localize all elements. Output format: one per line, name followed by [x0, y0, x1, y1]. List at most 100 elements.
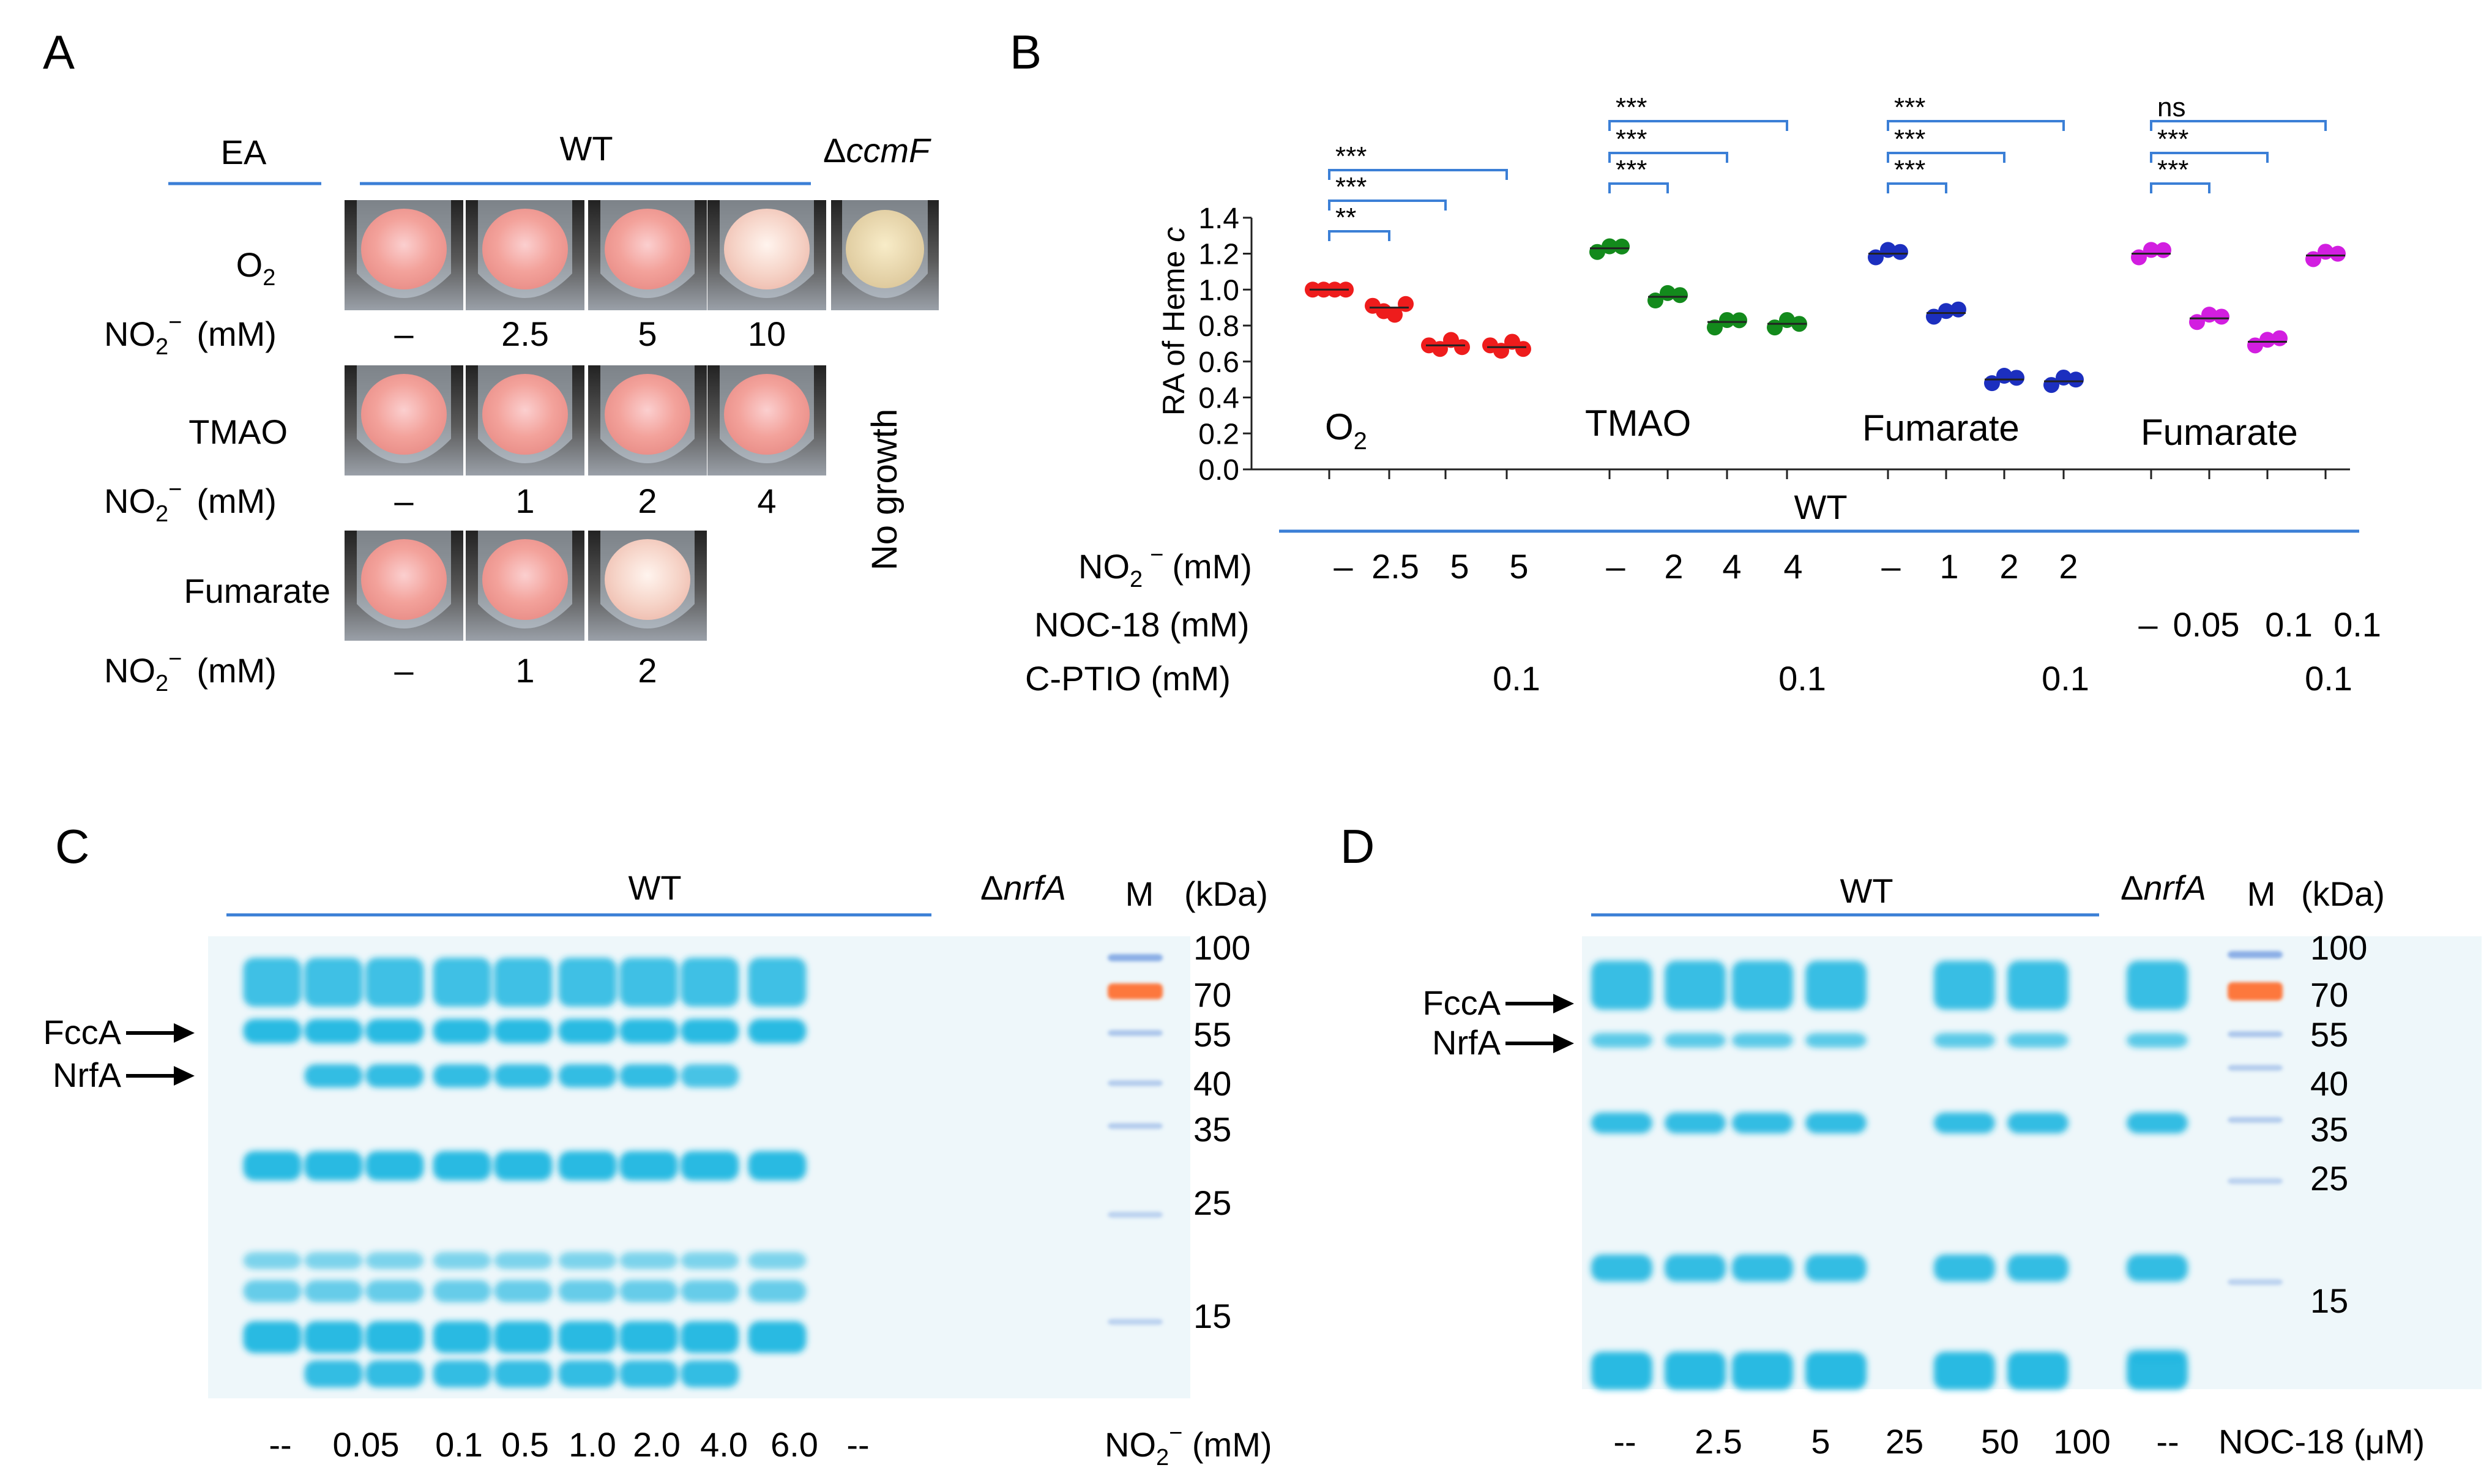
protein-band — [433, 1151, 491, 1180]
panel-letter-c: C — [55, 819, 89, 873]
protein-band — [1805, 1033, 1867, 1048]
no2-row-label: NO2− (mM) — [104, 646, 277, 696]
data-point-cluster — [2305, 244, 2346, 267]
band-arrow-icon — [126, 1023, 195, 1043]
protein-band — [1732, 1352, 1793, 1390]
protein-band — [619, 1280, 678, 1302]
no2-value: 4 — [1783, 547, 1802, 586]
panel-letter-a: A — [43, 25, 75, 79]
noc18-value: 0.05 — [2173, 605, 2240, 644]
protein-band — [1805, 1255, 1867, 1281]
data-point-cluster — [1868, 242, 1908, 266]
lane-label: 25 — [1886, 1422, 1923, 1461]
lane-label: 4.0 — [700, 1425, 748, 1464]
data-point — [1950, 301, 1966, 318]
significance-bracket: *** — [1328, 172, 1447, 211]
protein-band — [304, 1151, 363, 1180]
panel-letter-b: B — [1010, 25, 1042, 79]
y-tick-label: 0.8 — [1198, 310, 1239, 343]
data-point-cluster — [1707, 311, 1747, 336]
lane-label: 1.0 — [569, 1425, 616, 1464]
marker-band — [2228, 1065, 2283, 1071]
protein-band — [558, 1360, 617, 1387]
dose-label: 2 — [638, 482, 657, 520]
cell-pellet — [361, 209, 447, 289]
data-point — [1672, 287, 1688, 304]
protein-band — [365, 1360, 424, 1387]
molecular-weight-label: 55 — [2310, 1015, 2348, 1054]
protein-band — [365, 1252, 424, 1269]
x-axis-label-d: NOC-18 (μM) — [2218, 1422, 2425, 1461]
significance-bracket: *** — [1887, 155, 1947, 193]
no2-value: – — [1606, 547, 1625, 586]
group-label: O2 — [1325, 406, 1367, 455]
protein-band — [748, 1019, 807, 1043]
protein-band — [2007, 1255, 2069, 1281]
no2-value: 2 — [1664, 547, 1683, 586]
lane-label: 2.5 — [1695, 1422, 1742, 1461]
data-point — [2155, 242, 2171, 258]
protein-band — [494, 1252, 553, 1269]
marker-band — [2228, 1117, 2283, 1123]
molecular-weight-label: 35 — [1193, 1110, 1231, 1149]
protein-band — [433, 958, 491, 1007]
culture-tube-photo — [707, 365, 826, 475]
data-point — [1731, 312, 1747, 329]
data-point — [1719, 311, 1735, 328]
molecular-weight-label: 40 — [1193, 1064, 1231, 1103]
molecular-weight-label: 40 — [2310, 1064, 2348, 1103]
protein-band — [494, 1064, 553, 1087]
protein-band — [1665, 1113, 1726, 1133]
gel-lane — [1591, 961, 1652, 1390]
protein-band — [1934, 961, 1995, 1010]
gel-lane — [433, 958, 491, 1387]
significance-bracket: *** — [2150, 124, 2269, 163]
protein-band — [1591, 1033, 1652, 1048]
gel-lane — [304, 958, 363, 1387]
ea-header: EA — [221, 133, 267, 171]
culture-tube-photo — [588, 365, 707, 475]
lane-label: 100 — [2053, 1422, 2110, 1461]
molecular-weight-label: 70 — [1193, 975, 1231, 1014]
protein-band — [1732, 1113, 1793, 1133]
marker-band — [2228, 951, 2283, 958]
protein-band — [1732, 1033, 1793, 1048]
no2-row-label: NO2− (mM) — [104, 310, 277, 360]
protein-band — [243, 1321, 302, 1353]
protein-band — [558, 1019, 617, 1043]
wt-header-c: WT — [628, 868, 681, 907]
protein-band — [304, 1019, 363, 1043]
molecular-weight-label: 25 — [1193, 1184, 1231, 1222]
dose-label: 1 — [515, 482, 534, 520]
protein-band — [2127, 961, 2188, 1010]
no2-value: 1 — [1939, 547, 1958, 586]
group-label: Fumarate — [2141, 412, 2298, 453]
data-point — [2272, 330, 2288, 346]
cell-pellet — [482, 374, 568, 455]
data-point-cluster — [2131, 242, 2171, 266]
protein-band — [2127, 1352, 2188, 1390]
dose-label: 10 — [748, 315, 786, 353]
marker-band — [1108, 1123, 1163, 1129]
no2-value: – — [1334, 547, 1353, 586]
gel-lane — [619, 958, 678, 1387]
protein-band — [1934, 1255, 1995, 1281]
significance-bracket: *** — [1608, 92, 1788, 131]
protein-band — [365, 1019, 424, 1043]
significance-label: *** — [1335, 172, 1367, 202]
gel-bands — [1591, 961, 2188, 1390]
protein-band — [1665, 1352, 1726, 1390]
ea-label-tmao: TMAO — [188, 412, 288, 451]
culture-tube-photo — [466, 200, 584, 310]
significance-bracket: *** — [1887, 124, 2005, 163]
protein-band — [494, 1360, 553, 1387]
mutant-header-ccmf: ΔccmF — [823, 131, 931, 170]
gel-lane — [1805, 961, 1867, 1390]
marker-band — [2228, 1031, 2283, 1037]
protein-band — [494, 1019, 553, 1043]
wt-header-d: WT — [1840, 871, 1893, 910]
dose-label: – — [394, 482, 414, 520]
significance-label: *** — [1616, 124, 1647, 154]
protein-band — [2127, 1033, 2188, 1048]
